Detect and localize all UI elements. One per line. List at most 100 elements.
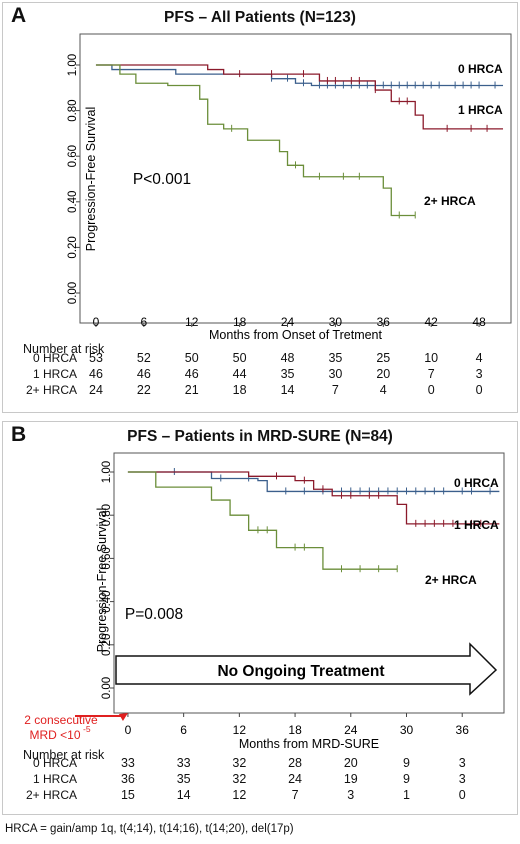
risk-value: 3 <box>458 756 466 770</box>
risk-row: 2+ HRCA 24 22 21 18 14 7 4 0 0 <box>3 383 517 399</box>
series-label: 1 HRCA <box>458 103 503 117</box>
y-tick-label: 0.80 <box>101 504 113 526</box>
y-tick-label: 0.20 <box>101 634 113 656</box>
x-tick-label: 30 <box>400 723 414 737</box>
x-tick-label: 12 <box>185 315 199 329</box>
risk-table-header: Number at risk <box>23 342 105 356</box>
risk-value: 10 <box>424 351 439 365</box>
risk-value: 33 <box>120 756 135 770</box>
risk-value: 35 <box>176 772 191 786</box>
risk-value: 30 <box>328 367 343 381</box>
y-tick-label: 0.00 <box>101 677 113 699</box>
risk-value: 46 <box>136 367 151 381</box>
kaplan-meier-plot: 0.00 0.20 0.40 0.60 0.80 1.00 Progression-Free… <box>24 452 505 751</box>
mrd-label-line1: 2 consecutive <box>24 713 98 727</box>
x-tick-label: 24 <box>344 723 358 737</box>
y-tick-label: 0.60 <box>101 547 113 569</box>
risk-value: 35 <box>280 367 295 381</box>
risk-value: 18 <box>232 383 247 397</box>
y-tick-label: 1.00 <box>101 461 113 483</box>
risk-row: 1 HRCA 46 46 46 44 35 30 20 7 3 <box>3 367 517 383</box>
risk-value: 24 <box>288 772 303 786</box>
risk-row: 2+ HRCA 15 14 12 7 3 1 0 <box>3 788 517 804</box>
x-tick-label: 36 <box>456 723 470 737</box>
plot-frame <box>113 452 505 714</box>
chart-title: PFS – All Patients (N=123) <box>164 9 356 26</box>
series-label: 0 HRCA <box>458 62 503 76</box>
series-label: 2+ HRCA <box>424 194 476 208</box>
risk-value: 14 <box>280 383 295 397</box>
series-label: 2+ HRCA <box>425 573 477 587</box>
risk-value: 22 <box>136 383 151 397</box>
risk-value: 25 <box>376 351 391 365</box>
x-tick-label: 6 <box>141 315 148 329</box>
panel-a: A PFS – All Patients (N=123) 0.00 0.20 0.4… <box>2 2 518 413</box>
risk-value: 9 <box>403 772 410 786</box>
x-tick-label: 0 <box>93 315 100 329</box>
risk-value: 7 <box>291 788 299 802</box>
x-tick-label: 42 <box>425 315 439 329</box>
banner-label: No Ongoing Treatment <box>217 663 384 680</box>
risk-value: 4 <box>379 383 387 397</box>
risk-value: 9 <box>403 756 410 770</box>
risk-row-label: 0 HRCA <box>32 351 77 365</box>
km-curve <box>127 471 500 525</box>
risk-value: 46 <box>89 367 103 381</box>
km-curve <box>95 64 416 217</box>
x-axis-label: Months from Onset of Tretment <box>209 328 383 342</box>
y-tick-label: 0.20 <box>67 236 79 258</box>
risk-value: 21 <box>184 383 199 397</box>
x-tick-label: 12 <box>233 723 247 737</box>
p-value-annotation: P=0.008 <box>125 606 183 623</box>
km-curve <box>127 471 500 493</box>
mrd-label-exponent: -5 <box>83 724 91 734</box>
series-label: 0 HRCA <box>454 476 499 490</box>
risk-value: 15 <box>120 788 135 802</box>
risk-value: 0 <box>475 383 483 397</box>
risk-row: 0 HRCA 33 33 32 28 20 9 3 <box>3 756 517 772</box>
x-tick-label: 18 <box>233 315 247 329</box>
panel-letter: A <box>11 4 27 27</box>
x-tick-label: 24 <box>281 315 295 329</box>
risk-value: 14 <box>176 788 191 802</box>
risk-value: 19 <box>343 772 358 786</box>
risk-value: 28 <box>288 756 303 770</box>
risk-row-label: 2+ HRCA <box>25 383 77 397</box>
risk-value: 12 <box>232 788 247 802</box>
risk-value: 48 <box>280 351 295 365</box>
risk-row-label: 1 HRCA <box>32 367 77 381</box>
plot-frame <box>79 33 512 324</box>
risk-value: 0 <box>427 383 435 397</box>
risk-value: 33 <box>176 756 191 770</box>
x-tick-label: 30 <box>329 315 343 329</box>
risk-row-label: 0 HRCA <box>32 756 77 770</box>
y-tick-label: 0.40 <box>101 590 113 612</box>
y-tick-label: 0.40 <box>67 191 79 213</box>
risk-value: 32 <box>232 756 247 770</box>
y-tick-label: 0.60 <box>67 145 79 167</box>
y-axis-label: Progression-Free Survival <box>95 508 109 653</box>
risk-value: 1 <box>403 788 410 802</box>
risk-value: 50 <box>184 351 199 365</box>
risk-row: 0 HRCA 53 52 50 50 48 35 25 10 4 <box>3 351 517 367</box>
risk-row-label: 2+ HRCA <box>25 788 77 802</box>
y-tick-label: 0.00 <box>67 282 79 304</box>
y-tick-label: 1.00 <box>67 54 79 76</box>
risk-row-label: 1 HRCA <box>32 772 77 786</box>
p-value-annotation: P<0.001 <box>133 171 191 188</box>
kaplan-meier-plot: 0.00 0.20 0.40 0.60 0.80 1.00 Progression-Free… <box>67 33 512 342</box>
risk-value: 20 <box>343 756 358 770</box>
risk-value: 4 <box>475 351 483 365</box>
y-axis-label: Progression-Free Survival <box>84 107 98 252</box>
risk-table-header: Number at risk <box>23 748 105 762</box>
panel-b: B PFS – Patients in MRD-SURE (N=84) 0.00… <box>2 421 518 815</box>
y-tick-label: 0.80 <box>67 99 79 121</box>
series-label: 1 HRCA <box>454 518 499 532</box>
risk-value: 35 <box>328 351 343 365</box>
x-tick-label: 36 <box>377 315 391 329</box>
chart-title: PFS – Patients in MRD-SURE (N=84) <box>127 428 393 445</box>
risk-value: 3 <box>458 772 466 786</box>
risk-value: 0 <box>458 788 466 802</box>
risk-value: 3 <box>475 367 483 381</box>
risk-value: 3 <box>347 788 355 802</box>
